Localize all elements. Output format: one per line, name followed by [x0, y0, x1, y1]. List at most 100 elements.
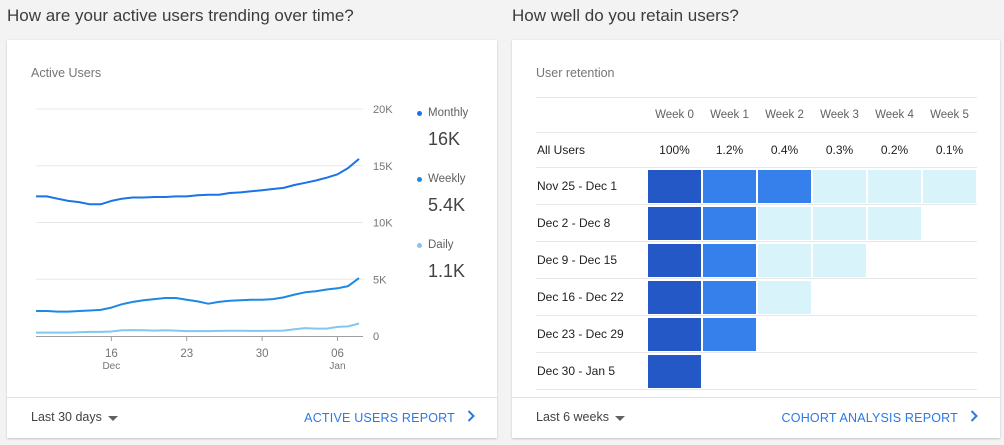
retention-cell[interactable]	[702, 241, 757, 279]
legend-daily: Daily 1.1K	[417, 239, 465, 282]
cohort-analysis-report-link[interactable]: COHORT ANALYSIS REPORT	[782, 410, 978, 425]
date-range-dropdown[interactable]: Last 30 days	[31, 410, 118, 424]
retention-cell[interactable]	[702, 278, 757, 316]
retention-cell[interactable]	[702, 315, 757, 353]
retention-heat-swatch	[703, 243, 756, 277]
retention-heat-swatch	[703, 206, 756, 240]
y-tick-label: 15K	[373, 161, 393, 173]
retention-heat-swatch	[703, 317, 756, 351]
series-line-daily[interactable]	[36, 322, 360, 334]
retention-cell[interactable]	[647, 204, 702, 242]
retention-heat-swatch	[703, 169, 756, 203]
cohort-label: Dec 23 - Dec 29	[536, 315, 647, 353]
retention-heat-swatch	[758, 169, 811, 203]
legend-monthly: Monthly 16K	[417, 107, 468, 150]
x-tick-label: 23	[180, 348, 193, 360]
retention-cell	[867, 315, 922, 353]
series-line-monthly[interactable]	[36, 158, 360, 206]
legend-dot-weekly	[417, 176, 422, 182]
x-tick-label: 30	[256, 348, 269, 360]
retention-cell[interactable]	[702, 167, 757, 205]
retention-cell[interactable]	[867, 204, 922, 242]
legend-dot-monthly	[417, 110, 422, 116]
cohort-range-dropdown[interactable]: Last 6 weeks	[536, 410, 625, 424]
retention-heat-swatch	[648, 280, 701, 314]
retention-cell	[757, 352, 812, 390]
retention-cell[interactable]	[702, 204, 757, 242]
y-tick-label: 10K	[373, 218, 393, 230]
retention-corner	[536, 97, 647, 133]
retention-cell[interactable]	[647, 352, 702, 390]
week-header: Week 4	[867, 97, 922, 133]
retention-heat-swatch	[813, 169, 866, 203]
retention-cell	[812, 278, 867, 316]
retention-cell[interactable]	[757, 204, 812, 242]
legend-monthly-label: Monthly	[428, 107, 469, 119]
active-users-report-link[interactable]: ACTIVE USERS REPORT	[304, 410, 475, 425]
cohort-label: Dec 9 - Dec 15	[536, 241, 647, 279]
active-users-footer: Last 30 days ACTIVE USERS REPORT	[7, 397, 497, 438]
legend-daily-label: Daily	[428, 239, 454, 251]
user-retention-card: User retention Week 0 Week 1 Week 2 Week…	[512, 40, 1000, 438]
legend-monthly-value: 16K	[428, 129, 461, 149]
retention-percent: 0.4%	[757, 132, 812, 168]
retention-cell[interactable]	[812, 204, 867, 242]
retention-cell	[867, 278, 922, 316]
caret-down-icon	[107, 415, 118, 421]
cohort-range-label: Last 6 weeks	[536, 410, 609, 424]
retention-heat-swatch	[648, 243, 701, 277]
retention-cell	[922, 278, 977, 316]
retention-percent: 100%	[647, 132, 702, 168]
active-users-question: How are your active users trending over …	[7, 6, 354, 25]
retention-heat-swatch	[648, 354, 701, 388]
legend-weekly-label: Weekly	[428, 173, 466, 185]
y-tick-label: 0	[373, 331, 379, 343]
retention-heat-swatch	[703, 280, 756, 314]
retention-percent: 0.2%	[867, 132, 922, 168]
chevron-right-icon	[970, 410, 978, 425]
retention-cell[interactable]	[757, 278, 812, 316]
active-users-card: Active Users 0 5K 10K 15K 20K 16 Dec 23 30 06 Jan …	[7, 40, 497, 438]
retention-cell[interactable]	[922, 167, 977, 205]
retention-percent: 1.2%	[702, 132, 757, 168]
x-tick-sublabel: Dec	[102, 361, 120, 372]
cohort-row: Dec 30 - Jan 5	[536, 352, 977, 390]
caret-down-icon	[614, 415, 625, 421]
retention-cell	[922, 352, 977, 390]
retention-heat-swatch	[813, 206, 866, 240]
retention-heat-swatch	[923, 169, 976, 203]
week-header: Week 0	[647, 97, 702, 133]
cohort-row: Nov 25 - Dec 1	[536, 167, 977, 205]
series-line-weekly[interactable]	[36, 277, 360, 313]
retention-cell[interactable]	[647, 241, 702, 279]
retention-cell	[757, 315, 812, 353]
retention-cell	[867, 241, 922, 279]
retention-percent: 0.1%	[922, 132, 977, 168]
cohort-row: Dec 16 - Dec 22	[536, 278, 977, 316]
cohort-label: Dec 30 - Jan 5	[536, 352, 647, 390]
cohort-label: Dec 2 - Dec 8	[536, 204, 647, 242]
retention-cell	[922, 241, 977, 279]
retention-cell	[867, 352, 922, 390]
retention-cell[interactable]	[812, 241, 867, 279]
retention-cell[interactable]	[647, 167, 702, 205]
legend-dot-daily	[417, 242, 422, 248]
retention-cell[interactable]	[647, 315, 702, 353]
x-tick-sublabel: Jan	[329, 361, 345, 372]
x-tick-label: 06	[331, 348, 344, 360]
cohort-analysis-report-label: COHORT ANALYSIS REPORT	[781, 410, 958, 425]
retention-cell	[922, 204, 977, 242]
retention-cell[interactable]	[647, 278, 702, 316]
cohort-label: Nov 25 - Dec 1	[536, 167, 647, 205]
week-header: Week 1	[702, 97, 757, 133]
retention-cell[interactable]	[867, 167, 922, 205]
active-users-report-label: ACTIVE USERS REPORT	[304, 410, 455, 425]
retention-cell	[702, 352, 757, 390]
y-tick-label: 20K	[373, 104, 393, 116]
retention-percent: 0.3%	[812, 132, 867, 168]
retention-cell[interactable]	[812, 167, 867, 205]
retention-cell[interactable]	[757, 167, 812, 205]
retention-heat-swatch	[648, 206, 701, 240]
retention-cell[interactable]	[757, 241, 812, 279]
